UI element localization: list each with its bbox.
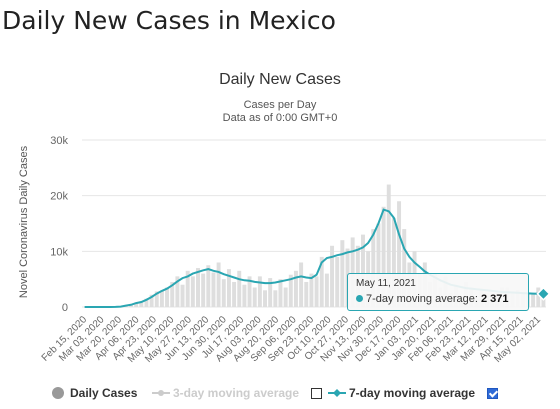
legend-label-daily-cases: Daily Cases	[70, 386, 138, 400]
bar	[144, 298, 149, 307]
bar	[376, 223, 381, 307]
bar	[288, 274, 293, 307]
bar	[536, 287, 541, 307]
chart-subtitle-line-2: Data as of 0:00 GMT+0	[223, 112, 338, 124]
bar	[299, 262, 304, 307]
toggle-3-day-average-checkbox[interactable]	[311, 388, 322, 399]
bar	[170, 281, 175, 307]
bar	[252, 287, 257, 307]
bar	[278, 279, 283, 307]
bar	[247, 276, 252, 307]
y-tick-label: 0	[62, 302, 68, 314]
legend-label-7-day-average: 7-day moving average	[349, 386, 476, 400]
bar	[237, 270, 242, 307]
bar	[371, 229, 376, 307]
bar	[293, 270, 298, 307]
bar	[201, 273, 206, 307]
legend-item-7-day-average[interactable]: 7-day moving average	[328, 386, 475, 400]
bar	[149, 294, 154, 307]
bar	[541, 295, 546, 307]
toggle-7-day-average-checkbox[interactable]	[487, 388, 498, 399]
chart-title: Daily New Cases	[219, 71, 341, 88]
legend-item-3-day-average[interactable]: 3-day moving average	[152, 386, 299, 400]
bar	[304, 281, 309, 307]
bar	[206, 265, 211, 307]
bar	[381, 206, 386, 307]
y-tick-label: 20k	[50, 191, 68, 203]
line-marker-icon	[152, 390, 170, 396]
bar	[226, 269, 231, 307]
y-tick-label: 10k	[50, 246, 68, 258]
bar	[314, 276, 319, 307]
bar	[190, 276, 195, 307]
bar	[216, 262, 221, 307]
series-dot-icon	[356, 295, 363, 302]
bar	[350, 237, 355, 307]
bar	[283, 287, 288, 307]
legend-item-daily-cases[interactable]: Daily Cases	[52, 386, 137, 400]
bar	[324, 273, 329, 307]
bar	[211, 272, 216, 307]
y-tick-label: 30k	[50, 135, 68, 147]
bar	[196, 268, 200, 307]
bar	[232, 281, 237, 307]
tooltip-date: May 11, 2021	[356, 278, 416, 289]
bar	[361, 234, 365, 307]
bar	[268, 278, 273, 307]
bar	[335, 256, 340, 307]
bar	[134, 302, 139, 307]
bar	[319, 256, 324, 307]
bar	[263, 290, 267, 307]
bar	[340, 240, 345, 307]
bar	[154, 291, 159, 307]
highlighted-point-marker	[536, 286, 551, 301]
data-tooltip: May 11, 2021 7-day moving average: 2 371	[347, 273, 529, 311]
bar	[309, 273, 314, 307]
bar	[330, 245, 335, 307]
tooltip-value: 2 371	[480, 293, 509, 305]
page-title: Daily New Cases in Mexico	[2, 6, 336, 35]
bar	[273, 290, 278, 307]
bar	[397, 201, 402, 307]
bar	[257, 276, 262, 307]
bar	[531, 293, 536, 307]
y-axis-label: Novel Coronavirus Daily Cases	[18, 145, 30, 298]
bar	[242, 284, 247, 307]
legend-label-3-day-average: 3-day moving average	[173, 386, 300, 400]
bar	[402, 229, 407, 307]
bar	[180, 284, 185, 307]
bar	[221, 279, 226, 307]
chart-subtitle-line-1: Cases per Day	[244, 99, 317, 111]
bar	[391, 217, 396, 307]
tooltip-label: 7-day moving average:	[366, 293, 481, 305]
bar	[159, 290, 164, 307]
bar	[386, 184, 391, 307]
bar	[139, 301, 144, 307]
circle-marker-icon	[52, 387, 64, 399]
line-marker-icon	[328, 389, 346, 397]
bar	[185, 270, 190, 307]
bar	[165, 287, 170, 307]
bar	[175, 276, 180, 307]
